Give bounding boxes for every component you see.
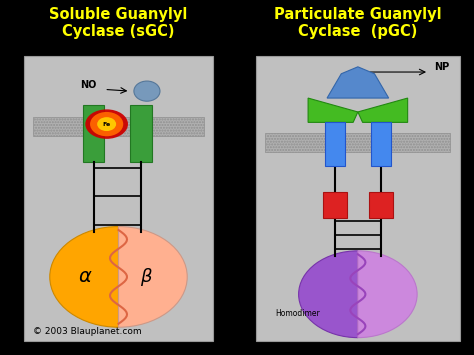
FancyBboxPatch shape — [33, 117, 204, 136]
Text: $\alpha$: $\alpha$ — [78, 267, 92, 286]
Ellipse shape — [97, 117, 116, 131]
Text: $\beta$: $\beta$ — [140, 266, 154, 288]
Wedge shape — [358, 251, 417, 338]
FancyBboxPatch shape — [323, 192, 346, 218]
FancyBboxPatch shape — [265, 133, 450, 152]
Text: Fe: Fe — [102, 122, 111, 127]
FancyBboxPatch shape — [256, 56, 460, 341]
FancyBboxPatch shape — [83, 105, 104, 162]
Wedge shape — [118, 226, 187, 327]
Polygon shape — [327, 67, 389, 98]
Wedge shape — [299, 251, 358, 338]
FancyBboxPatch shape — [371, 122, 391, 166]
FancyBboxPatch shape — [325, 122, 345, 166]
Text: NO: NO — [81, 80, 97, 90]
Ellipse shape — [90, 112, 123, 136]
Polygon shape — [358, 98, 408, 122]
FancyBboxPatch shape — [130, 105, 152, 162]
Text: Homodimer: Homodimer — [275, 309, 319, 318]
Wedge shape — [50, 226, 118, 327]
Polygon shape — [308, 98, 358, 122]
Ellipse shape — [134, 81, 160, 101]
Text: © 2003 Blauplanet.com: © 2003 Blauplanet.com — [33, 327, 142, 336]
Text: Soluble Guanylyl
Cyclase (sGC): Soluble Guanylyl Cyclase (sGC) — [49, 7, 188, 39]
Ellipse shape — [85, 109, 128, 139]
Text: Particulate Guanylyl
Cyclase  (pGC): Particulate Guanylyl Cyclase (pGC) — [274, 7, 442, 39]
FancyBboxPatch shape — [369, 192, 392, 218]
Text: NP: NP — [434, 62, 449, 72]
FancyBboxPatch shape — [24, 56, 213, 341]
